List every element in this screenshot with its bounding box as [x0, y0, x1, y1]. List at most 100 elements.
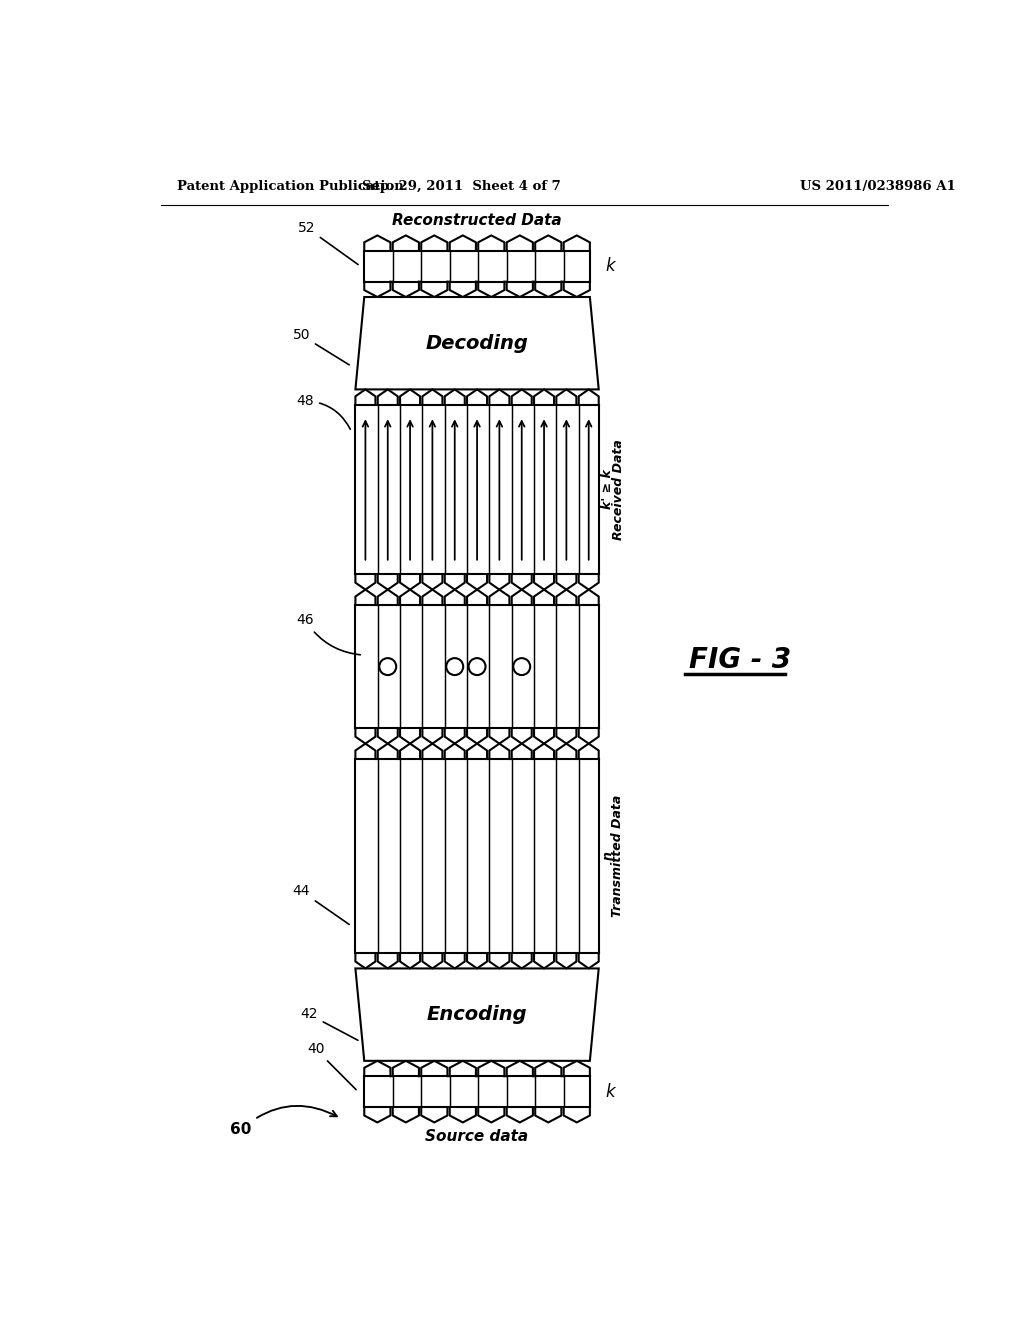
Polygon shape — [421, 1107, 447, 1122]
Polygon shape — [422, 743, 442, 759]
Text: k' ≥ k: k' ≥ k — [601, 470, 614, 510]
Bar — [365, 251, 590, 281]
Polygon shape — [444, 953, 465, 969]
Polygon shape — [535, 729, 554, 743]
Polygon shape — [355, 953, 376, 969]
Polygon shape — [478, 235, 505, 251]
Text: 50: 50 — [293, 329, 349, 364]
Polygon shape — [563, 281, 590, 297]
Polygon shape — [444, 743, 465, 759]
Polygon shape — [450, 1107, 476, 1122]
Polygon shape — [536, 235, 561, 251]
Circle shape — [446, 659, 463, 675]
Polygon shape — [422, 953, 442, 969]
Circle shape — [513, 659, 530, 675]
Polygon shape — [355, 743, 376, 759]
Polygon shape — [579, 953, 599, 969]
Polygon shape — [563, 1061, 590, 1076]
Bar — [355, 759, 599, 953]
Polygon shape — [393, 1061, 419, 1076]
Bar — [355, 605, 599, 729]
Text: Received Data: Received Data — [612, 440, 626, 540]
Polygon shape — [512, 590, 531, 605]
Polygon shape — [512, 743, 531, 759]
Polygon shape — [422, 729, 442, 743]
Text: US 2011/0238986 A1: US 2011/0238986 A1 — [801, 181, 956, 194]
Polygon shape — [400, 729, 420, 743]
Polygon shape — [489, 743, 509, 759]
Text: 52: 52 — [298, 220, 358, 264]
Text: Source data: Source data — [426, 1129, 528, 1143]
Polygon shape — [393, 1107, 419, 1122]
Polygon shape — [365, 1061, 390, 1076]
Polygon shape — [467, 743, 487, 759]
Text: k: k — [605, 1082, 614, 1101]
Polygon shape — [489, 389, 509, 405]
Polygon shape — [355, 729, 376, 743]
Text: Sep. 29, 2011  Sheet 4 of 7: Sep. 29, 2011 Sheet 4 of 7 — [362, 181, 561, 194]
Polygon shape — [478, 281, 505, 297]
Circle shape — [469, 659, 485, 675]
Text: n: n — [601, 851, 614, 861]
Polygon shape — [378, 590, 397, 605]
Polygon shape — [489, 590, 509, 605]
Polygon shape — [507, 1061, 532, 1076]
Polygon shape — [563, 235, 590, 251]
Polygon shape — [535, 590, 554, 605]
Polygon shape — [478, 1061, 505, 1076]
Polygon shape — [512, 574, 531, 590]
Polygon shape — [536, 1107, 561, 1122]
Polygon shape — [400, 574, 420, 590]
Polygon shape — [450, 1061, 476, 1076]
Polygon shape — [378, 389, 397, 405]
Polygon shape — [400, 953, 420, 969]
Polygon shape — [536, 281, 561, 297]
Polygon shape — [556, 590, 577, 605]
Text: 42: 42 — [300, 1007, 358, 1040]
Polygon shape — [535, 743, 554, 759]
Polygon shape — [378, 574, 397, 590]
Polygon shape — [444, 729, 465, 743]
Polygon shape — [512, 729, 531, 743]
Polygon shape — [422, 590, 442, 605]
Text: Decoding: Decoding — [426, 334, 528, 352]
Polygon shape — [489, 574, 509, 590]
Polygon shape — [378, 953, 397, 969]
Polygon shape — [535, 389, 554, 405]
Polygon shape — [489, 729, 509, 743]
Polygon shape — [579, 590, 599, 605]
Polygon shape — [444, 389, 465, 405]
Polygon shape — [450, 281, 476, 297]
Polygon shape — [378, 743, 397, 759]
Polygon shape — [563, 1107, 590, 1122]
Polygon shape — [467, 729, 487, 743]
Polygon shape — [444, 574, 465, 590]
Polygon shape — [400, 743, 420, 759]
Polygon shape — [422, 574, 442, 590]
Text: Patent Application Publication: Patent Application Publication — [177, 181, 403, 194]
Polygon shape — [393, 235, 419, 251]
Polygon shape — [579, 729, 599, 743]
Polygon shape — [507, 281, 532, 297]
Polygon shape — [512, 953, 531, 969]
Polygon shape — [579, 743, 599, 759]
Polygon shape — [450, 235, 476, 251]
Text: 40: 40 — [307, 1043, 356, 1090]
Bar — [365, 1076, 590, 1107]
Polygon shape — [467, 389, 487, 405]
Polygon shape — [556, 729, 577, 743]
Bar — [355, 405, 599, 574]
Polygon shape — [507, 235, 532, 251]
Polygon shape — [400, 389, 420, 405]
Polygon shape — [556, 953, 577, 969]
Polygon shape — [467, 590, 487, 605]
Polygon shape — [556, 743, 577, 759]
Text: Reconstructed Data: Reconstructed Data — [392, 213, 562, 227]
Polygon shape — [355, 969, 599, 1061]
Polygon shape — [355, 574, 376, 590]
Polygon shape — [535, 953, 554, 969]
Polygon shape — [365, 281, 390, 297]
Polygon shape — [489, 953, 509, 969]
Polygon shape — [478, 1107, 505, 1122]
Polygon shape — [355, 590, 376, 605]
